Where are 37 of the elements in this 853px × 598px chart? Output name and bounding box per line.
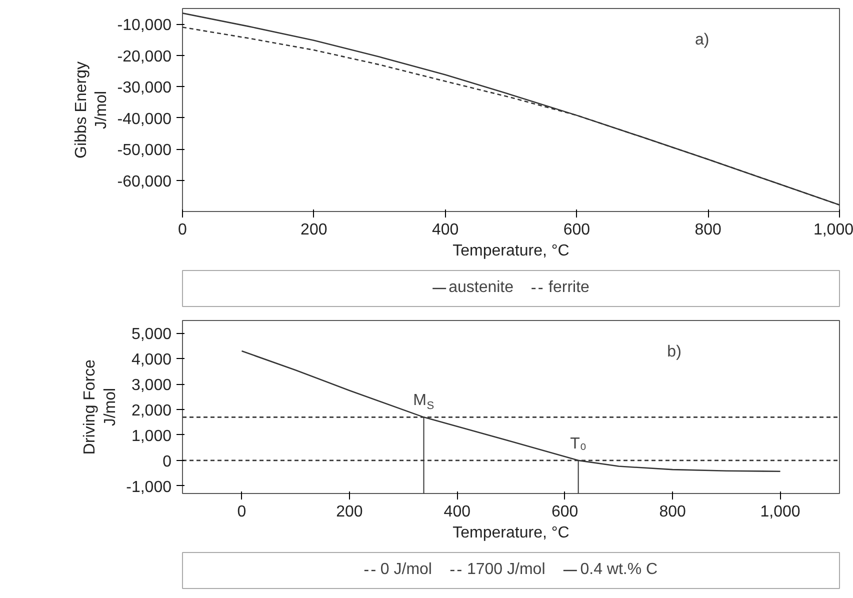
y-tick-label: 3,000 [131, 377, 172, 394]
y-tick-label: -10,000 [117, 17, 172, 34]
x-tick-label: 600 [563, 222, 590, 238]
y-tick-label: -40,000 [117, 110, 172, 128]
x-tick-label: 800 [694, 222, 722, 238]
y-tick-label: 2,000 [131, 402, 172, 420]
y-tick-label: -1,000 [126, 478, 172, 496]
x-tick-label: 600 [552, 504, 578, 520]
legend-label: 0 J/mol [380, 561, 432, 579]
x-tick-label: 200 [336, 504, 363, 520]
x-tick-label: 400 [444, 504, 471, 520]
annotation: a) [694, 32, 710, 48]
x-axis-title: Temperature, °C [452, 242, 570, 260]
annotation: b) [667, 344, 682, 360]
x-tick-label: 0 [237, 504, 246, 520]
y-tick-label: 0 [162, 453, 172, 470]
y-tick-label: -50,000 [117, 142, 172, 160]
y-tick-label: 4,000 [131, 352, 172, 369]
y-tick-label: 5,000 [131, 326, 172, 344]
y-axis-title: Driving Force J/mol [82, 359, 120, 455]
x-tick-label: 1,000 [760, 504, 800, 520]
x-axis-title: Temperature, °C [452, 524, 570, 542]
legend-label: ferrite [548, 279, 590, 297]
legend-label: 0.4 wt.% C [580, 561, 658, 579]
x-tick-label: 400 [432, 222, 459, 238]
y-tick-label: -20,000 [117, 48, 172, 66]
y-tick-label: -30,000 [117, 80, 172, 97]
y-axis-title: Gibbs Energy J/mol [72, 62, 110, 158]
x-tick-label: 200 [300, 222, 328, 238]
legend-label: austenite [448, 279, 514, 297]
x-tick-label: 1,000 [813, 222, 853, 238]
x-tick-label: 800 [659, 504, 686, 520]
x-tick-label: 0 [178, 222, 188, 238]
annotation: T₀ [570, 435, 587, 452]
y-tick-label: 1,000 [131, 428, 172, 445]
y-tick-label: -60,000 [117, 173, 172, 190]
legend-label: 1700 J/mol [466, 561, 546, 579]
